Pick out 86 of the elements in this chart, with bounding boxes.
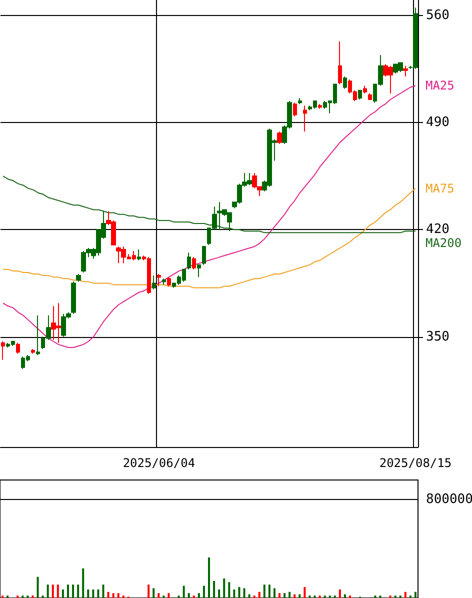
bar bbox=[238, 587, 240, 598]
bar bbox=[263, 584, 266, 598]
bar bbox=[304, 587, 306, 598]
bar bbox=[72, 584, 74, 598]
text: 800000 bbox=[426, 492, 472, 508]
bar bbox=[152, 588, 155, 598]
y-tick-label: 490 bbox=[426, 114, 450, 130]
bar bbox=[77, 584, 80, 598]
bar bbox=[87, 589, 90, 598]
candlestick bbox=[137, 249, 141, 261]
bar bbox=[202, 586, 205, 598]
candlestick bbox=[298, 97, 302, 105]
bar bbox=[414, 592, 416, 598]
bar bbox=[228, 582, 230, 598]
bar bbox=[117, 593, 120, 598]
bar bbox=[223, 578, 226, 598]
series-label: MA75 bbox=[425, 181, 454, 196]
y-tick-label: 420 bbox=[426, 222, 450, 238]
bar bbox=[344, 594, 346, 598]
candlestick bbox=[368, 92, 372, 100]
candlestick bbox=[403, 65, 408, 78]
candlestick bbox=[363, 85, 367, 94]
bar bbox=[273, 588, 276, 598]
bar bbox=[62, 589, 64, 598]
candlestick bbox=[338, 40, 342, 85]
y-tick-label: 350 bbox=[426, 329, 450, 344]
candlestick bbox=[187, 252, 191, 270]
series-label: MA25 bbox=[425, 78, 454, 93]
bar bbox=[404, 592, 406, 598]
bar bbox=[46, 584, 49, 598]
candlestick bbox=[197, 264, 201, 278]
x-tick-label: 2025/08/15 bbox=[379, 456, 452, 470]
candlestick bbox=[152, 275, 156, 290]
bar bbox=[102, 584, 104, 598]
bar bbox=[168, 593, 170, 598]
candlestick bbox=[16, 342, 20, 354]
line-series bbox=[2, 176, 416, 234]
bar bbox=[36, 576, 39, 598]
candlestick bbox=[343, 76, 347, 90]
bar bbox=[248, 594, 250, 598]
candlestick bbox=[36, 314, 40, 356]
bar bbox=[107, 592, 110, 598]
candlestick bbox=[358, 90, 362, 100]
line-series bbox=[2, 85, 416, 348]
candlestick bbox=[167, 276, 171, 287]
bar bbox=[92, 589, 94, 598]
y-tick-label: 560 bbox=[426, 8, 450, 23]
bar bbox=[243, 588, 246, 598]
bar bbox=[198, 593, 200, 598]
candlestick bbox=[277, 131, 282, 144]
x-tick-label: 2025/06/04 bbox=[122, 456, 196, 470]
series-label: MA200 bbox=[425, 236, 462, 250]
candlestick bbox=[192, 256, 196, 270]
bar bbox=[208, 557, 210, 598]
bar bbox=[66, 584, 69, 598]
candlestick bbox=[76, 274, 81, 282]
bar bbox=[112, 593, 114, 598]
candlestick bbox=[303, 105, 307, 132]
candlestick bbox=[318, 104, 322, 110]
candlestick bbox=[202, 246, 206, 266]
bar bbox=[213, 580, 216, 598]
candlestick bbox=[293, 102, 297, 117]
bar bbox=[97, 589, 100, 598]
candlestick bbox=[31, 348, 35, 354]
candlestick bbox=[71, 281, 76, 314]
bar bbox=[52, 584, 54, 598]
bar bbox=[338, 589, 341, 598]
bar bbox=[182, 586, 185, 598]
bar bbox=[158, 593, 160, 598]
candlestick bbox=[162, 278, 166, 286]
candlestick bbox=[1, 340, 5, 360]
bar bbox=[294, 594, 296, 598]
bar bbox=[278, 593, 281, 598]
bar bbox=[148, 584, 150, 598]
bar bbox=[82, 568, 84, 598]
bar bbox=[233, 589, 236, 598]
bar bbox=[56, 584, 59, 598]
bar bbox=[218, 589, 220, 598]
bar bbox=[188, 593, 190, 598]
bar bbox=[298, 594, 301, 598]
candlestick bbox=[157, 274, 161, 287]
bar bbox=[258, 592, 260, 598]
line-series bbox=[2, 188, 416, 288]
bar bbox=[268, 584, 270, 598]
bar bbox=[288, 592, 291, 598]
bar bbox=[284, 593, 286, 598]
